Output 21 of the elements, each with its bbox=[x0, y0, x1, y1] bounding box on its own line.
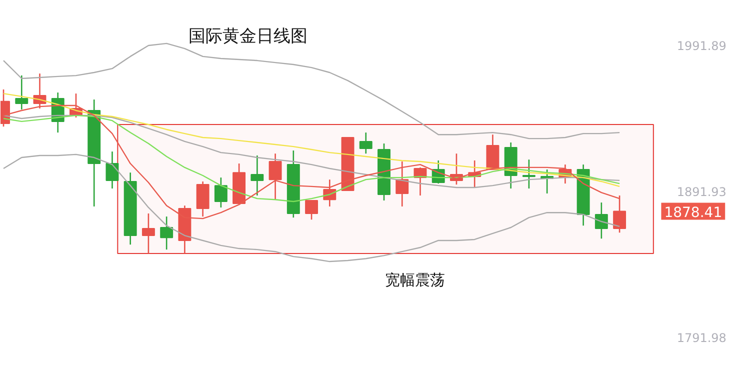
candlestick bbox=[250, 154, 264, 196]
line-series bbox=[2, 42, 620, 140]
candlestick bbox=[522, 158, 536, 190]
candlestick bbox=[268, 152, 282, 200]
candlestick bbox=[160, 216, 174, 250]
candlestick bbox=[486, 134, 500, 170]
text: 1878.41 bbox=[664, 204, 722, 221]
y-tick-label: 1791.98 bbox=[676, 331, 726, 346]
candlestick bbox=[594, 202, 608, 240]
candlestick bbox=[142, 212, 155, 254]
candlestick bbox=[106, 150, 119, 190]
candlestick bbox=[396, 160, 409, 208]
candlestick bbox=[214, 176, 228, 208]
band-label: 宽幅震荡 bbox=[384, 271, 445, 290]
candlestick bbox=[359, 132, 372, 154]
candlestick bbox=[305, 200, 318, 220]
candlestick bbox=[15, 74, 28, 110]
y-tick-label: 1991.89 bbox=[676, 39, 726, 54]
line-series bbox=[2, 92, 620, 188]
y-tick-label: 1891.93 bbox=[676, 185, 726, 200]
text: 国际黄金日线图 bbox=[188, 26, 308, 47]
